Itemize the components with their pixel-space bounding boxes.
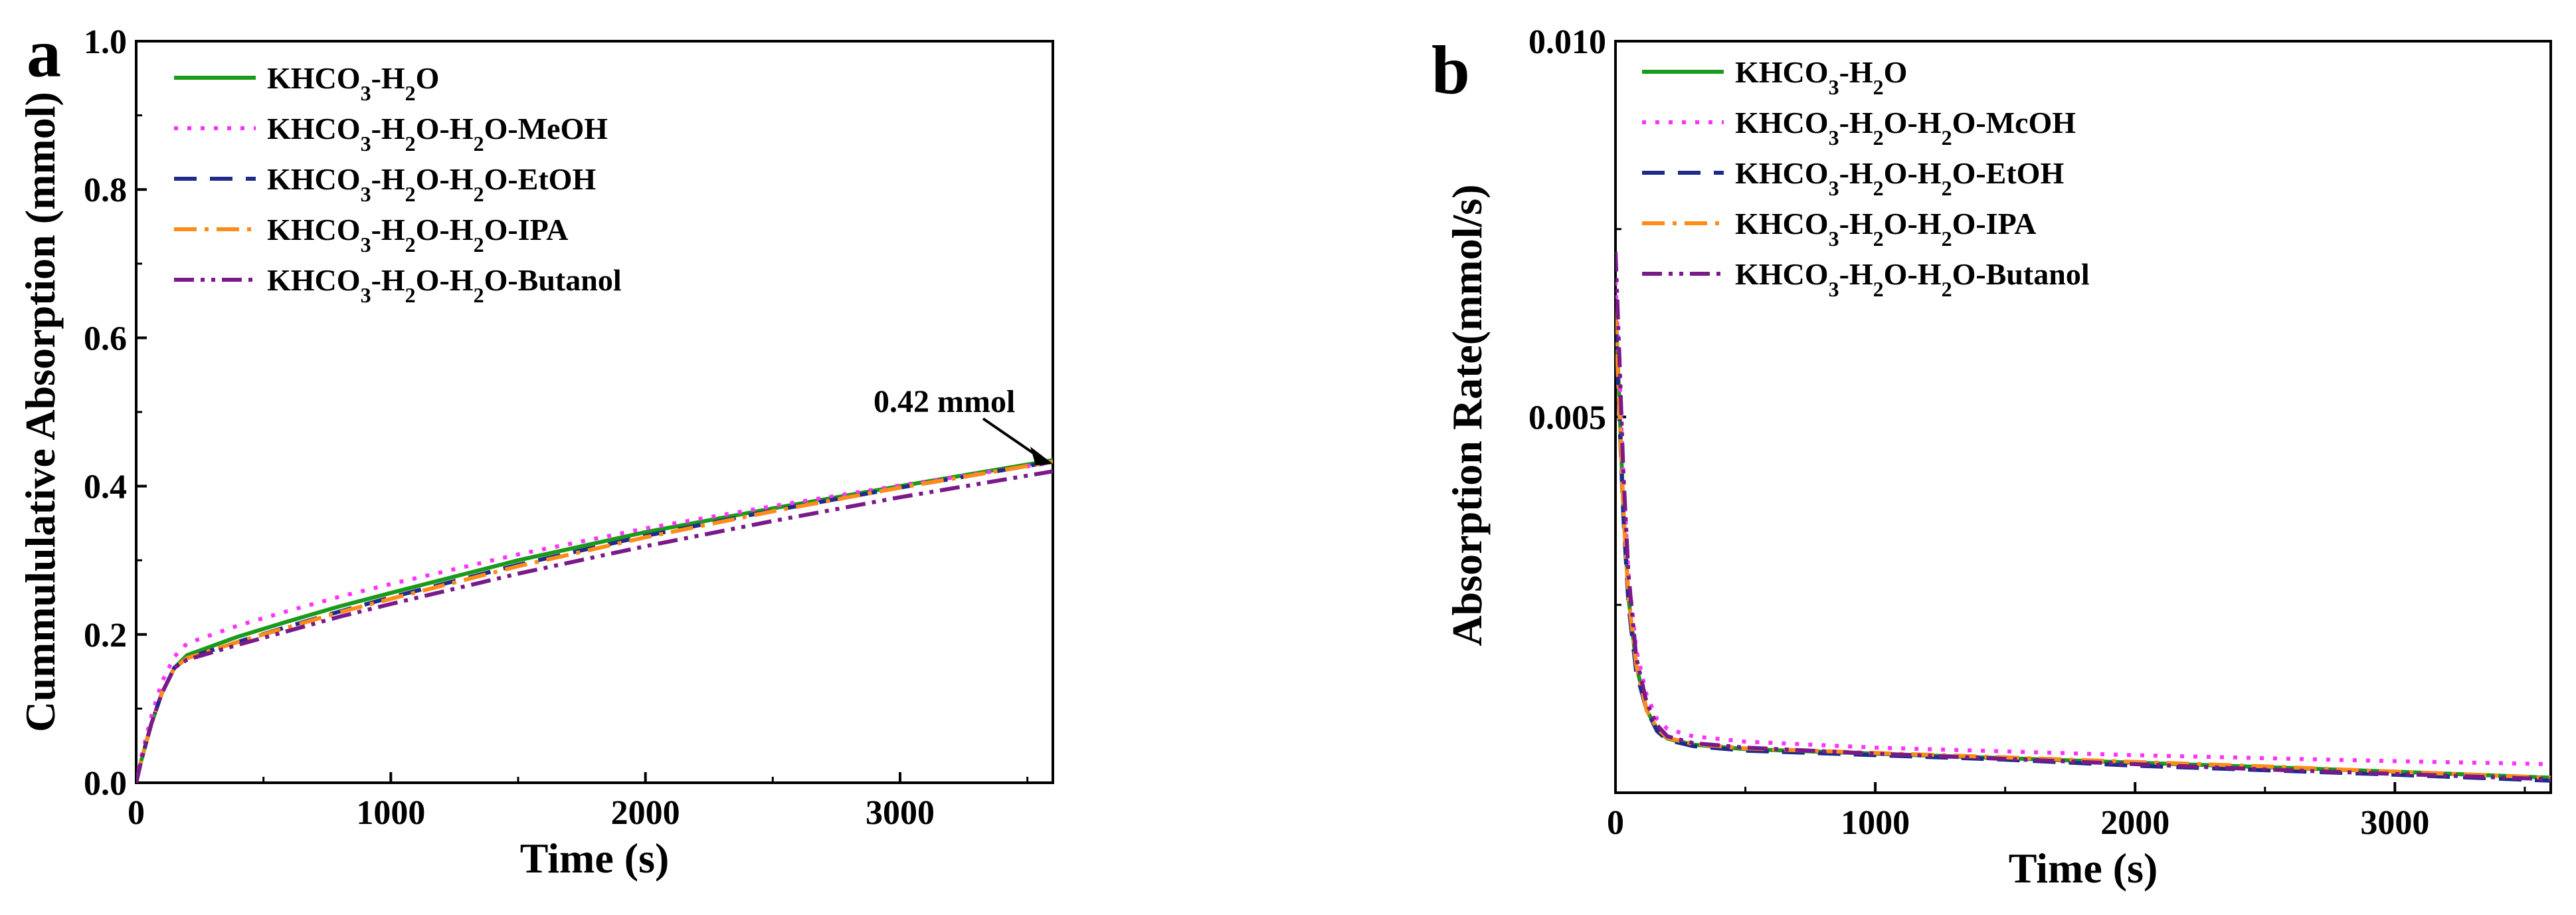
y-tick-label: 0.2 <box>84 617 127 655</box>
series-line <box>136 460 1053 783</box>
x-tick-label: 3000 <box>866 794 935 832</box>
x-tick-label: 2000 <box>2100 804 2169 842</box>
y-tick-label: 0.005 <box>1528 399 1606 437</box>
y-tick-label: 1.0 <box>84 23 127 61</box>
x-tick-label: 3000 <box>2360 804 2429 842</box>
annotation-arrow-head <box>1030 447 1053 466</box>
y-tick-label: 0.010 <box>1528 23 1606 61</box>
series-line <box>136 469 1053 783</box>
y-tick-label: 0.4 <box>84 468 127 506</box>
annotation-label: 0.42 mmol <box>874 384 1015 419</box>
panel-letter: a <box>27 15 61 92</box>
series-line <box>1615 281 2551 766</box>
series-line <box>1615 251 2551 781</box>
y-tick-label: 0.6 <box>84 320 127 357</box>
legend: KHCO3-H2O KHCO3-H2O-H2O-McOH KHCO3-H2O-H2O… <box>1642 55 2090 301</box>
panel-a: 0 1000 2000 3000 0.0 0.2 0.4 0.6 0.8 1.0 Time (s) C… <box>17 15 1054 882</box>
legend-label: KHCO3-H2O-H2O-Butanol <box>1735 257 2090 301</box>
series-line <box>1615 304 2551 780</box>
x-axis-title: Time (s) <box>2009 845 2158 892</box>
y-axis-title: Absorption Rate(mmol/s) <box>1443 184 1491 646</box>
x-tick-label: 0 <box>1607 804 1624 842</box>
legend-label: KHCO3-H2O <box>1735 55 1907 99</box>
legend-label: KHCO3-H2O-H2O-MeOH <box>267 112 608 155</box>
legend-label: KHCO3-H2O-H2O-IPA <box>1735 207 2036 251</box>
legend-label: KHCO3-H2O-H2O-EtOH <box>1735 156 2064 200</box>
series-group <box>136 458 1053 783</box>
y-tick-label: 0.0 <box>84 765 127 803</box>
legend-label: KHCO3-H2O-H2O-Butanol <box>267 263 622 307</box>
y-axis-title: Cummululative Absorption (mmol) <box>17 92 64 732</box>
x-tick-label: 0 <box>128 794 145 832</box>
x-tick-label: 1000 <box>356 794 425 832</box>
panel-letter: b <box>1431 32 1470 108</box>
series-line <box>1615 312 2551 780</box>
panel-b: 0 1000 2000 3000 0.005 0.010 Time (s) Absorptio… <box>1431 23 2552 892</box>
x-tick-label: 1000 <box>1841 804 1910 842</box>
legend: KHCO3-H2O KHCO3-H2O-H2O-MeOH KHCO3-H2O-H2O… <box>174 61 622 307</box>
x-axis-title: Time (s) <box>520 835 670 882</box>
series-line <box>1615 326 2551 783</box>
series-group <box>1615 251 2551 783</box>
y-tick-label: 0.8 <box>84 171 127 209</box>
legend-label: KHCO3-H2O-H2O-McOH <box>1735 106 2076 150</box>
series-line <box>136 459 1053 783</box>
legend-label: KHCO3-H2O <box>267 61 439 105</box>
legend-label: KHCO3-H2O-H2O-EtOH <box>267 162 596 206</box>
series-line <box>136 458 1053 783</box>
plot-frame <box>1614 40 2552 794</box>
x-tick-label: 2000 <box>611 794 680 832</box>
series-line <box>136 459 1053 783</box>
legend-label: KHCO3-H2O-H2O-IPA <box>267 213 568 256</box>
